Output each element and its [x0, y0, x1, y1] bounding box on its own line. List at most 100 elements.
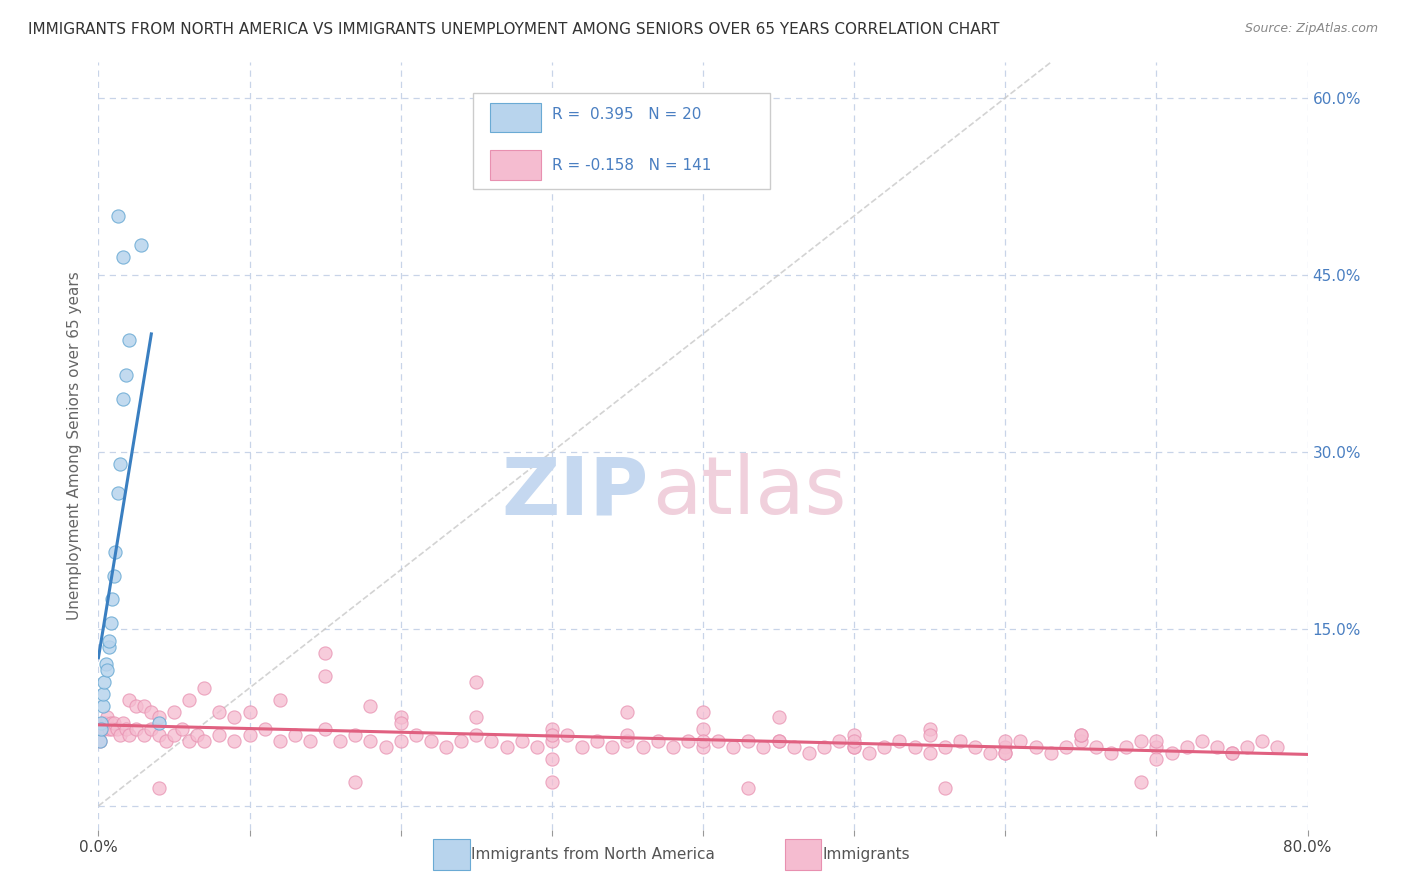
Point: [253, 723, 276, 737]
Point: [360, 698, 382, 713]
Point: [1191, 734, 1213, 748]
Point: [186, 728, 208, 742]
Point: [707, 734, 730, 748]
Point: [94, 657, 117, 672]
Point: [114, 723, 136, 737]
FancyBboxPatch shape: [491, 103, 541, 132]
Point: [692, 723, 714, 737]
Point: [540, 752, 562, 766]
Point: [616, 728, 638, 742]
Point: [111, 250, 134, 264]
Point: [114, 368, 136, 383]
Point: [107, 486, 129, 500]
Text: Immigrants from North America: Immigrants from North America: [471, 847, 714, 862]
Point: [495, 739, 517, 754]
Point: [873, 739, 896, 754]
Point: [179, 734, 201, 748]
Text: Source: ZipAtlas.com: Source: ZipAtlas.com: [1244, 22, 1378, 36]
Point: [98, 640, 121, 654]
Point: [994, 746, 1017, 760]
Point: [1144, 734, 1167, 748]
Point: [284, 728, 307, 742]
Point: [170, 723, 193, 737]
Point: [1220, 746, 1243, 760]
Point: [692, 739, 714, 754]
Point: [111, 716, 134, 731]
Point: [465, 710, 488, 724]
Point: [540, 723, 562, 737]
FancyBboxPatch shape: [474, 93, 769, 189]
Point: [132, 728, 155, 742]
Point: [1236, 739, 1258, 754]
Point: [93, 675, 115, 690]
Point: [1220, 746, 1243, 760]
Point: [101, 723, 124, 737]
Point: [1070, 734, 1092, 748]
Text: Immigrants: Immigrants: [823, 847, 910, 862]
Point: [100, 615, 122, 630]
Point: [148, 728, 170, 742]
Point: [1267, 739, 1289, 754]
Point: [737, 734, 759, 748]
Point: [98, 633, 121, 648]
Point: [965, 739, 987, 754]
Point: [1206, 739, 1229, 754]
Point: [526, 739, 548, 754]
Point: [96, 663, 118, 677]
Point: [107, 209, 129, 223]
Point: [105, 723, 128, 737]
Point: [661, 739, 683, 754]
Point: [1054, 739, 1077, 754]
Point: [918, 728, 941, 742]
Point: [918, 746, 941, 760]
Point: [269, 734, 291, 748]
Point: [858, 746, 880, 760]
Point: [844, 739, 866, 754]
Point: [148, 710, 170, 724]
Point: [405, 728, 427, 742]
Point: [676, 734, 699, 748]
Point: [389, 710, 412, 724]
Point: [208, 728, 231, 742]
Point: [934, 739, 956, 754]
Point: [1070, 728, 1092, 742]
Point: [129, 238, 152, 252]
Point: [1039, 746, 1062, 760]
Point: [481, 734, 503, 748]
Text: R = -0.158   N = 141: R = -0.158 N = 141: [553, 158, 711, 173]
Point: [631, 739, 654, 754]
Point: [949, 734, 972, 748]
Point: [994, 734, 1017, 748]
Point: [93, 723, 115, 737]
Point: [108, 728, 131, 742]
Point: [125, 723, 148, 737]
Point: [918, 723, 941, 737]
Point: [239, 705, 262, 719]
Point: [91, 716, 114, 731]
Point: [111, 392, 134, 406]
Point: [979, 746, 1001, 760]
Point: [616, 705, 638, 719]
Point: [193, 734, 215, 748]
Point: [125, 698, 148, 713]
Point: [1130, 734, 1153, 748]
Point: [1010, 734, 1032, 748]
Point: [540, 775, 562, 789]
Point: [994, 746, 1017, 760]
Point: [844, 734, 866, 748]
Point: [96, 710, 118, 724]
Point: [692, 705, 714, 719]
Point: [844, 739, 866, 754]
Point: [1144, 752, 1167, 766]
Point: [163, 705, 186, 719]
Point: [193, 681, 215, 695]
Point: [1024, 739, 1046, 754]
Point: [148, 716, 170, 731]
Point: [269, 692, 291, 706]
Point: [844, 728, 866, 742]
Point: [299, 734, 322, 748]
Point: [465, 675, 488, 690]
Point: [90, 723, 112, 737]
Point: [389, 716, 412, 731]
Point: [1160, 746, 1182, 760]
